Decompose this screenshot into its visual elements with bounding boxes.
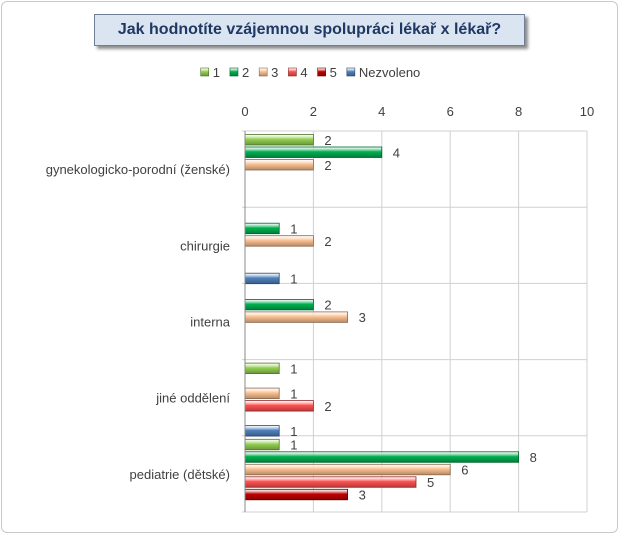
legend-swatch xyxy=(288,67,297,77)
legend-label: 3 xyxy=(271,65,278,80)
legend-label: Nezvoleno xyxy=(359,65,420,80)
legend-swatch xyxy=(200,67,210,77)
chart-title: Jak hodnotíte vzájemnou spolupráci lékař… xyxy=(117,21,502,38)
legend-swatch xyxy=(346,67,356,77)
legend-label: 5 xyxy=(330,65,337,80)
legend-label: 1 xyxy=(213,65,220,80)
legend-swatch xyxy=(229,67,239,77)
legend-label: 2 xyxy=(242,65,249,80)
legend-swatch xyxy=(317,67,326,77)
legend-label: 4 xyxy=(300,65,307,80)
legend-swatch xyxy=(258,67,268,77)
chart-title-box: Jak hodnotíte vzájemnou spolupráci lékař… xyxy=(94,14,525,46)
chart-legend: 1 2 3 4 5 Nezvoleno xyxy=(200,65,420,80)
